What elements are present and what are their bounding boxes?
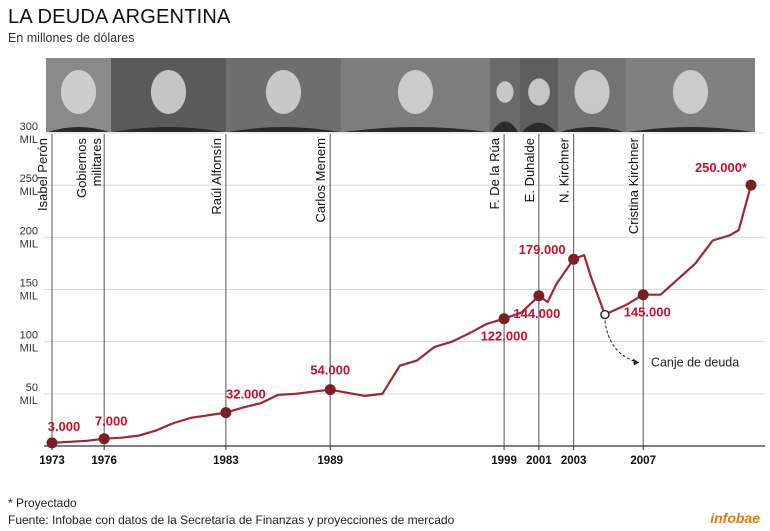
chart-grid (44, 132, 765, 447)
x-axis: 1973 1976 1983 1989 1999 2001 2003 2007 (39, 446, 656, 467)
period-label: Raúl Alfonsín (209, 138, 224, 215)
footnote: * Proyectado (8, 496, 77, 510)
x-tick-label: 2001 (526, 455, 552, 467)
data-label: 32.000 (226, 387, 266, 402)
portrait-photo (490, 58, 520, 132)
x-tick-label: 2007 (630, 455, 656, 467)
period-label: N. Kirchner (557, 137, 572, 203)
portrait-face (528, 78, 550, 106)
period-label: Gobiernosmilitares (74, 138, 104, 198)
portrait-face (496, 81, 514, 103)
portrait-shoulders (228, 127, 339, 132)
data-label: 7.000 (95, 414, 128, 429)
portrait-photo (46, 58, 111, 132)
portrait-face (397, 70, 434, 114)
data-label: 122.000 (481, 329, 528, 344)
brand-logo: infobae (710, 510, 760, 526)
portrait-shoulders (522, 122, 556, 132)
x-tick-label: 1989 (317, 455, 343, 467)
chart-title: LA DEUDA ARGENTINA (8, 6, 231, 28)
chart-subtitle: En millones de dólares (8, 31, 135, 45)
y-tick-label: 300 (20, 121, 38, 133)
y-tick-unit: MIL (20, 291, 38, 303)
source-note: Fuente: Infobae con datos de la Secretar… (8, 513, 455, 527)
debt-swap-annotation: Canje de deuda (604, 320, 739, 370)
y-tick-unit: MIL (20, 238, 38, 250)
portrait-face (574, 70, 610, 114)
y-tick-unit: MIL (20, 134, 38, 146)
data-label: 179.000 (519, 242, 566, 257)
data-point (46, 437, 58, 449)
portrait-shoulders (48, 127, 109, 132)
annotation-text: Canje de deuda (651, 356, 739, 370)
x-tick-label: 1976 (91, 455, 117, 467)
data-label: 144.000 (513, 306, 560, 321)
y-tick-label: 150 (20, 278, 38, 290)
portrait-face (150, 70, 187, 114)
portrait-photo (111, 58, 226, 132)
y-tick-label: 50 (26, 382, 38, 394)
portrait-shoulders (492, 121, 518, 132)
hollow-marker (600, 309, 610, 320)
portrait-photo (341, 58, 490, 132)
x-tick-label: 2003 (561, 455, 587, 467)
data-point (324, 384, 336, 396)
portrait-photo (226, 58, 341, 132)
portrait-photo (626, 58, 755, 132)
period-label: E. Duhalde (522, 138, 537, 202)
portrait-shoulders (628, 127, 753, 132)
portrait-photo (520, 58, 558, 132)
period-label: Carlos Menem (313, 138, 328, 223)
data-label: 145.000 (624, 305, 671, 320)
period-label-line: Gobiernos (74, 138, 89, 198)
y-tick-label: 100 (20, 330, 38, 342)
president-photo-strip (46, 58, 755, 132)
period-label: Cristina Kirchner (626, 137, 641, 234)
period-label: Isabel Perón (35, 138, 50, 211)
data-point (745, 179, 757, 191)
period-label-line: militares (89, 138, 104, 187)
period-labels: Isabel Perón Gobiernosmilitares Raúl Alfon… (35, 137, 641, 234)
portrait-face (265, 70, 302, 114)
data-label: 54.000 (310, 363, 350, 378)
portrait-face (60, 70, 97, 114)
data-point (498, 313, 510, 325)
y-tick-label: 250 (20, 173, 38, 185)
x-tick-label: 1973 (39, 455, 65, 467)
data-point (637, 289, 649, 301)
period-lines (51, 134, 644, 446)
annotation-arrowhead (632, 358, 639, 366)
data-label: 3.000 (48, 419, 81, 434)
y-tick-unit: MIL (20, 395, 38, 407)
data-markers: 3.000 7.000 32.000 54.000 122.000 144.000 179.… (46, 160, 757, 449)
y-tick-unit: MIL (20, 343, 38, 355)
portrait-shoulders (113, 127, 224, 132)
portrait-photo (558, 58, 626, 132)
data-point (568, 253, 580, 265)
x-tick-label: 1983 (213, 455, 239, 467)
data-point (98, 433, 110, 445)
data-point (533, 290, 545, 302)
y-tick-label: 200 (20, 225, 38, 237)
portrait-face (672, 70, 709, 114)
portrait-shoulders (560, 127, 624, 132)
data-label: 250.000* (695, 160, 748, 175)
y-tick-unit: MIL (20, 186, 38, 198)
portrait-shoulders (343, 127, 488, 132)
period-label: F. De la Rúa (487, 137, 502, 209)
data-point (220, 407, 232, 419)
x-tick-label: 1999 (491, 455, 517, 467)
